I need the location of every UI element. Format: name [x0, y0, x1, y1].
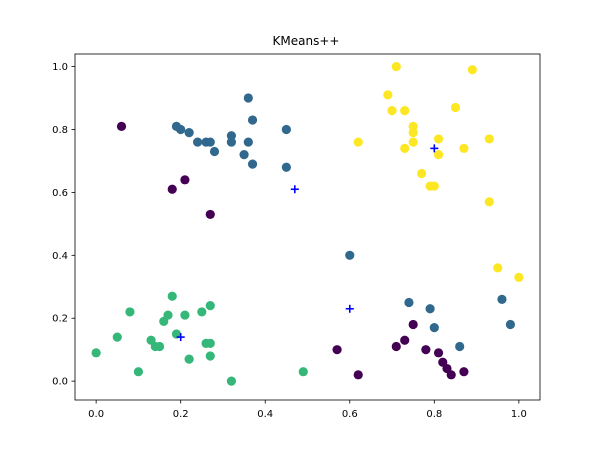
data-point-cluster-2-17 [205, 301, 215, 311]
data-point-cluster-3-12 [433, 134, 444, 144]
centroid-marker-2 [345, 304, 354, 313]
data-point-cluster-1-11 [243, 137, 253, 147]
centroid-marker-3 [176, 333, 185, 342]
data-point-cluster-2-1 [112, 332, 122, 342]
data-point-cluster-3-18 [484, 197, 494, 207]
data-point-cluster-1-5 [205, 137, 215, 147]
data-point-cluster-0-4 [332, 345, 342, 355]
axes-layer: 0.0 0.2 0.4 0.6 0.8 1.0 0.0 0.2 0.4 0.6 0.8 1.0 [52, 53, 541, 420]
data-point-cluster-2-12 [184, 354, 194, 364]
data-point-cluster-1-21 [497, 294, 507, 304]
data-point-cluster-2-2 [125, 307, 135, 317]
data-point-cluster-0-8 [408, 319, 418, 330]
x-tick-label: 0.0 [88, 409, 104, 420]
data-point-cluster-1-9 [239, 150, 249, 160]
centroid-marker-1 [430, 144, 439, 153]
data-point-cluster-0-13 [446, 370, 456, 380]
data-point-cluster-1-7 [226, 131, 237, 141]
data-point-cluster-1-1 [176, 124, 186, 135]
data-point-cluster-3-19 [493, 263, 503, 273]
data-point-cluster-0-3 [205, 209, 215, 220]
data-point-cluster-0-6 [391, 341, 401, 352]
centroids-layer [176, 144, 439, 342]
x-tick-label: 0.6 [342, 409, 358, 420]
points-layer [91, 61, 524, 386]
data-point-cluster-3-11 [429, 181, 439, 191]
data-point-cluster-3-2 [387, 106, 397, 116]
data-point-cluster-0-1 [167, 184, 177, 194]
y-tick-label: 1.0 [52, 62, 68, 73]
y-tick-label: 0.4 [52, 251, 68, 262]
x-tick-label: 0.8 [426, 409, 442, 420]
plot-frame [74, 53, 541, 401]
data-point-cluster-2-6 [154, 341, 165, 352]
data-point-cluster-3-1 [383, 90, 393, 100]
x-tick-label: 1.0 [511, 409, 527, 420]
data-point-cluster-1-10 [243, 93, 253, 103]
data-point-cluster-1-17 [404, 297, 414, 308]
data-point-cluster-1-12 [247, 115, 258, 125]
y-tick-label: 0.0 [52, 377, 68, 388]
data-point-cluster-2-16 [205, 351, 215, 361]
data-point-cluster-3-0 [353, 137, 363, 147]
data-point-cluster-2-8 [163, 310, 173, 320]
data-point-cluster-0-10 [433, 348, 444, 358]
data-point-cluster-0-7 [400, 335, 410, 345]
data-point-cluster-3-14 [450, 102, 461, 113]
data-point-cluster-0-0 [116, 121, 127, 131]
data-point-cluster-3-17 [484, 134, 494, 144]
data-point-cluster-0-14 [459, 367, 469, 377]
data-point-cluster-1-22 [505, 319, 516, 330]
data-point-cluster-3-16 [467, 65, 477, 75]
centroid-marker-0 [290, 185, 299, 194]
data-point-cluster-1-15 [281, 162, 291, 172]
data-point-cluster-2-0 [91, 348, 101, 358]
data-point-cluster-2-9 [167, 291, 177, 301]
data-point-cluster-3-15 [459, 143, 469, 153]
data-point-cluster-3-13 [433, 150, 444, 160]
data-point-cluster-3-3 [391, 61, 401, 72]
data-point-cluster-3-7 [408, 128, 418, 138]
data-point-cluster-1-3 [192, 137, 203, 147]
data-point-cluster-2-18 [226, 376, 237, 386]
data-point-cluster-2-11 [180, 310, 190, 320]
data-point-cluster-0-2 [180, 175, 190, 185]
x-tick-label: 0.2 [173, 409, 189, 420]
data-point-cluster-3-8 [408, 137, 418, 147]
data-point-cluster-0-5 [353, 370, 363, 380]
x-tick-label: 0.4 [257, 409, 273, 420]
chart-title: KMeans++ [273, 34, 340, 48]
data-point-cluster-1-19 [429, 323, 439, 333]
data-point-cluster-1-16 [345, 250, 355, 260]
data-point-cluster-1-2 [184, 128, 194, 138]
data-point-cluster-2-13 [197, 307, 207, 317]
data-point-cluster-1-14 [281, 124, 291, 135]
data-point-cluster-3-9 [417, 168, 427, 179]
y-tick-label: 0.6 [52, 188, 68, 199]
data-point-cluster-1-13 [247, 159, 258, 169]
data-point-cluster-2-10 [171, 329, 182, 339]
data-point-cluster-3-4 [400, 143, 410, 153]
data-point-cluster-1-6 [209, 146, 220, 157]
data-point-cluster-2-19 [298, 367, 308, 377]
data-point-cluster-2-15 [205, 338, 215, 348]
data-point-cluster-3-5 [400, 106, 410, 116]
y-tick-label: 0.2 [52, 314, 68, 325]
data-point-cluster-2-3 [133, 367, 144, 377]
data-point-cluster-0-9 [421, 345, 431, 355]
data-point-cluster-3-6 [408, 121, 418, 131]
data-point-cluster-1-20 [455, 341, 465, 352]
data-point-cluster-1-18 [425, 304, 435, 314]
data-point-cluster-3-20 [514, 272, 524, 282]
y-tick-label: 0.8 [52, 125, 68, 136]
data-point-cluster-1-8 [226, 137, 237, 147]
